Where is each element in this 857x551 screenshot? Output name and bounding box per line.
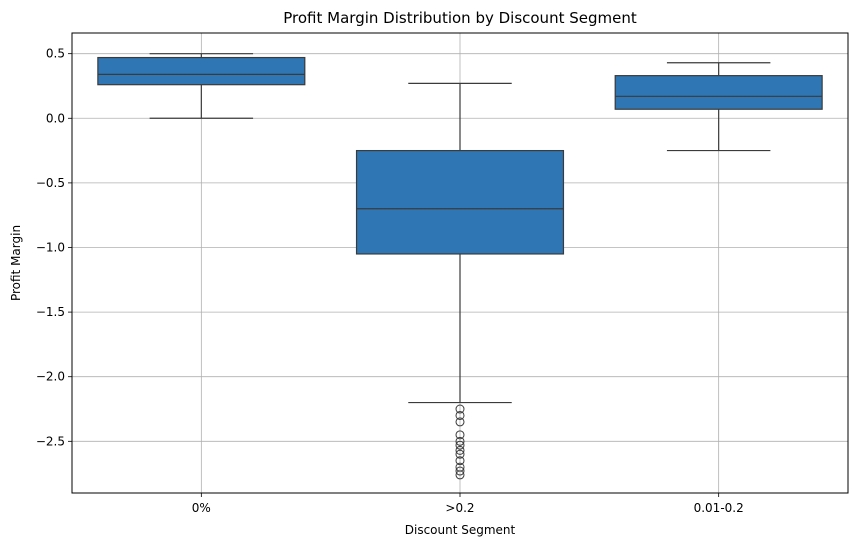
outlier-point [455, 449, 465, 459]
outlier-point [455, 470, 465, 480]
outlier-point [455, 410, 465, 420]
iqr-box [355, 149, 565, 255]
y-tick-label: −2.5 [36, 434, 65, 448]
y-tick-label: −1.5 [36, 305, 65, 319]
box-group [614, 62, 823, 152]
iqr-box [97, 56, 306, 86]
box-group [97, 53, 306, 119]
outlier-point [455, 417, 465, 427]
box-group [355, 82, 565, 480]
y-axis-label: Profit Margin [9, 225, 23, 301]
x-tick-label: 0.01-0.2 [694, 501, 744, 515]
outlier-point [455, 456, 465, 466]
chart-title: Profit Margin Distribution by Discount S… [283, 9, 637, 27]
outlier-point [455, 466, 465, 476]
boxes [97, 53, 823, 480]
outlier-point [455, 445, 465, 455]
y-tick-label: 0.5 [46, 47, 65, 61]
outlier-point [455, 404, 465, 414]
outlier-point [455, 436, 465, 446]
outlier-point [455, 430, 465, 440]
y-tick-label: −0.5 [36, 176, 65, 190]
y-tick-label: −2.0 [36, 370, 65, 384]
axis-ticks: 0.5 0.0 −0.5 −1.0 −1.5 −2.0 −2.5 0% >0.2 0.01-0.2 [36, 47, 744, 515]
x-axis-label: Discount Segment [405, 523, 516, 537]
x-tick-label: 0% [192, 501, 211, 515]
x-tick-label: >0.2 [445, 501, 474, 515]
y-tick-label: −1.0 [36, 240, 65, 254]
outlier-point [455, 440, 465, 450]
y-tick-label: 0.0 [46, 111, 65, 125]
iqr-box [614, 75, 823, 110]
